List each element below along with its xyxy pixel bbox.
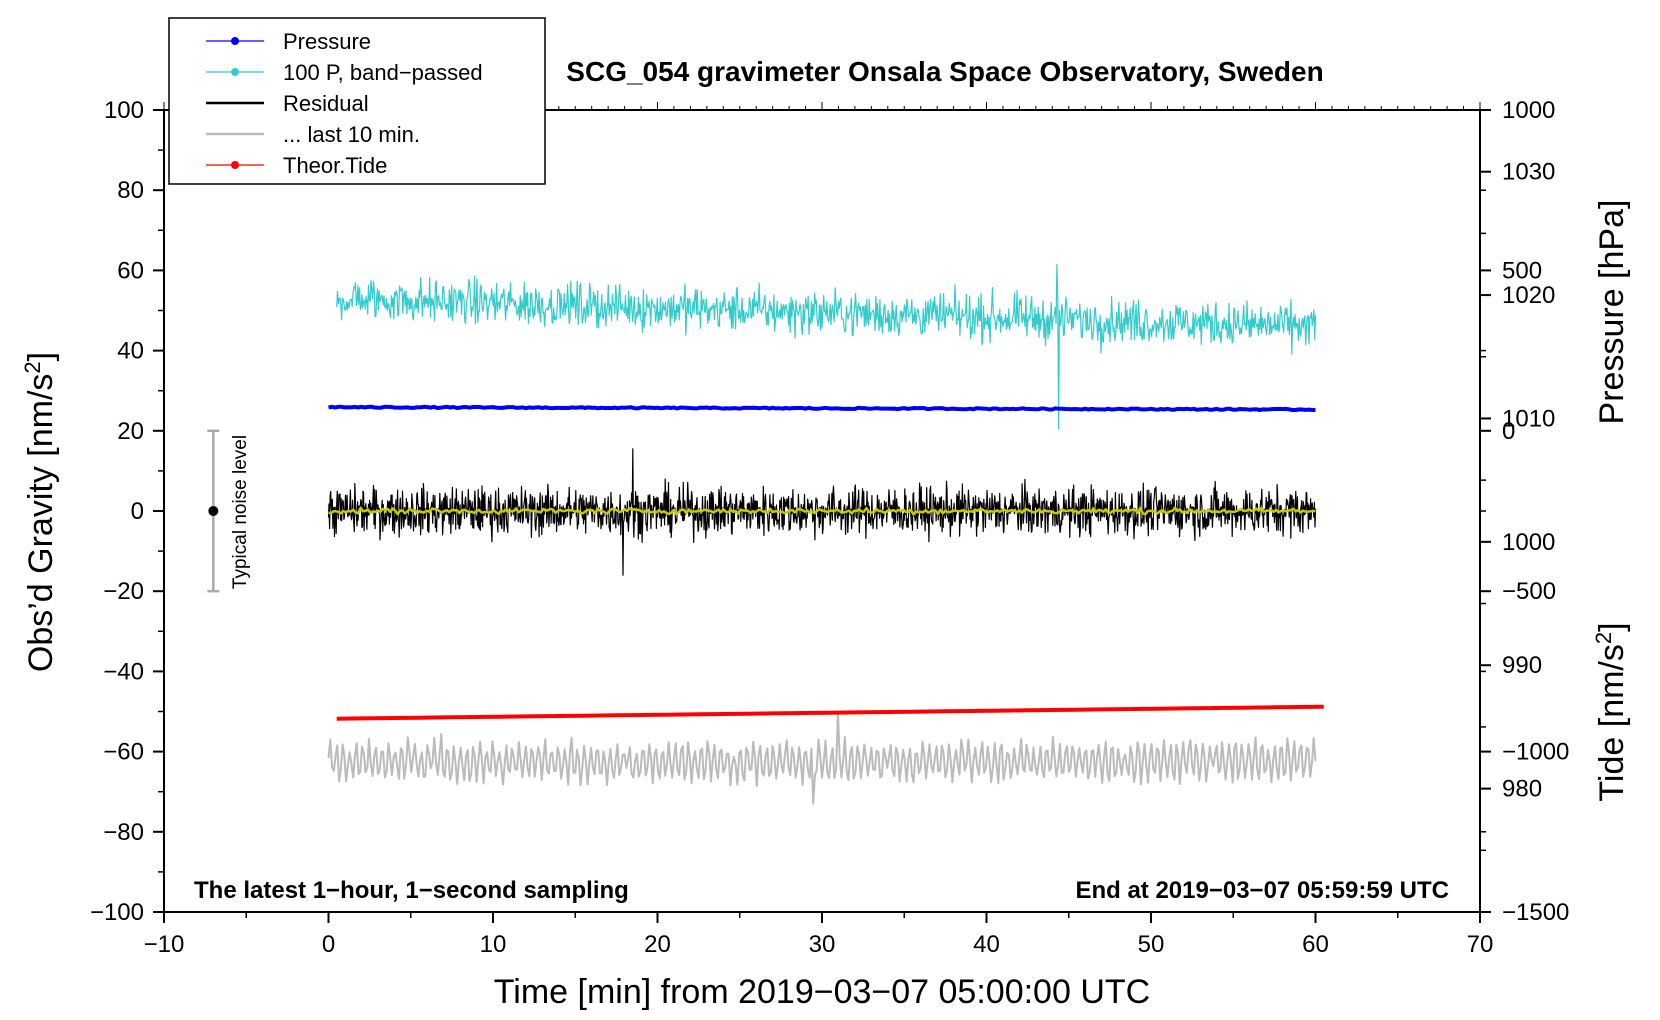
y-axis-title: Obs’d Gravity [nm/s2] (20, 352, 60, 672)
y-tick-label: −60 (103, 739, 144, 766)
y-tick-label: 60 (117, 257, 144, 284)
noise-bar-center-dot (208, 506, 219, 516)
y-tick-label: 20 (117, 418, 144, 445)
tick-layer: −10 0 10 20 30 40 50 60 70100806040200−20−40−60−… (90, 97, 1569, 958)
noise-label: Typical noise level (230, 435, 251, 589)
x-tick-label: 30 (809, 931, 836, 958)
y-tick-label: −40 (103, 658, 144, 685)
y-tick-label: −100 (90, 899, 144, 926)
y-tick-label: 40 (117, 338, 144, 365)
tide-tick-label: 500 (1502, 257, 1542, 284)
tide-axis-title-exponent: 2 (1591, 632, 1616, 644)
x-tick-label: 50 (1138, 931, 1165, 958)
x-tick-label: −10 (144, 931, 185, 958)
x-tick-label: 20 (644, 931, 671, 958)
sampling-note: The latest 1−hour, 1−second sampling (194, 877, 629, 904)
legend-marker (231, 37, 239, 45)
y-axis-title-main: Obs’d Gravity [nm/s (22, 374, 60, 673)
tide-tick-label: 0 (1502, 418, 1515, 445)
theoretical-tide-series (336, 704, 1324, 721)
x-tick-label: 40 (973, 931, 1000, 958)
legend-label: Theor.Tide (283, 153, 387, 178)
y-tick-label: −80 (103, 819, 144, 846)
y-tick-label: 100 (104, 97, 144, 124)
tide-tick-label: −1000 (1502, 739, 1569, 766)
x-tick-label: 60 (1302, 931, 1329, 958)
legend-label: Pressure (283, 29, 371, 54)
pressure-tick-label: 1010 (1502, 405, 1555, 432)
tide-tick-label: −1500 (1502, 899, 1569, 926)
y-tick-label: 80 (117, 177, 144, 204)
tide-axis-title: Tide [nm/s2] (1591, 622, 1631, 801)
x-tick-label: 0 (322, 931, 335, 958)
pressure-tick-label: 1000 (1502, 529, 1555, 556)
x-tick-label: 70 (1467, 931, 1494, 958)
legend-label: ... last 10 min. (283, 122, 420, 147)
legend-marker (231, 68, 239, 76)
tide-axis-title-bracket: ] (1593, 622, 1631, 631)
legend-box (168, 17, 546, 185)
series-layer (327, 263, 1324, 805)
legend-marker (231, 161, 239, 169)
band-passed-pressure-series (336, 263, 1317, 430)
y-axis-title-bracket: ] (22, 352, 60, 361)
residual-series (327, 448, 1317, 576)
pressure-tick-label: 990 (1502, 652, 1542, 679)
pressure-tick-label: 1020 (1502, 282, 1555, 309)
y-tick-label: 0 (131, 498, 144, 525)
y-axis-title-exponent: 2 (20, 361, 45, 373)
tide-tick-label: −500 (1502, 578, 1556, 605)
last-10-min-series (327, 710, 1317, 805)
y-tick-label: −20 (103, 578, 144, 605)
typical-noise-level-bar (207, 429, 220, 593)
legend-label: 100 P, band−passed (283, 60, 483, 85)
legend-label: Residual (283, 91, 369, 116)
pressure-tick-label: 1030 (1502, 159, 1555, 186)
end-time-note: End at 2019−03−07 05:59:59 UTC (1075, 877, 1449, 904)
chart-title: SCG_054 gravimeter Onsala Space Observat… (566, 56, 1323, 87)
pressure-tick-label: 980 (1502, 776, 1542, 803)
tide-axis-title-main: Tide [nm/s (1593, 644, 1631, 801)
x-axis-title: Time [min] from 2019−03−07 05:00:00 UTC (494, 973, 1150, 1011)
residual-smoothed-series (328, 506, 1316, 516)
legend: Pressure 100 P, band−passed Residual ... la… (168, 17, 546, 185)
legend-items: Pressure 100 P, band−passed Residual ... la… (206, 29, 483, 178)
tide-tick-label: 1000 (1502, 97, 1555, 124)
x-tick-label: 10 (480, 931, 507, 958)
pressure-axis-title: Pressure [hPa] (1593, 200, 1631, 425)
pressure-series (328, 404, 1316, 412)
